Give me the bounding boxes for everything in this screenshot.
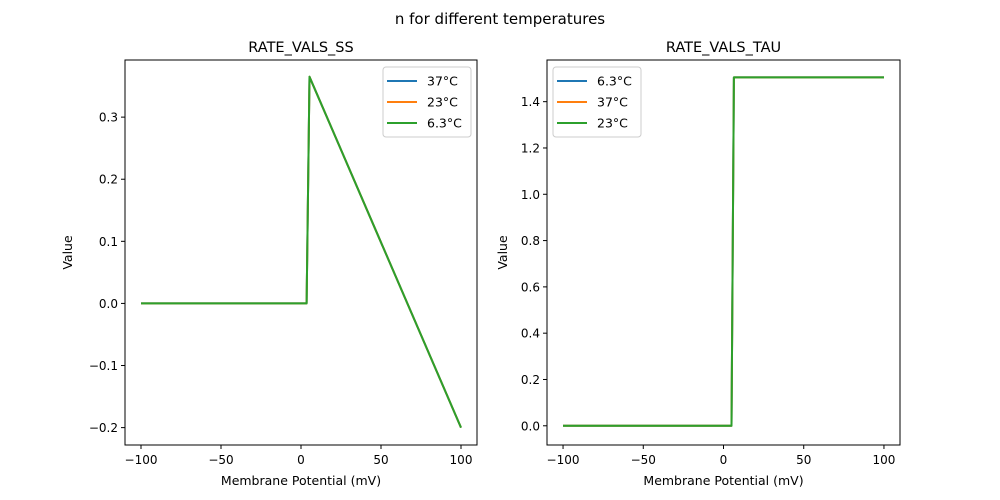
y-tick-label: 0.2: [521, 373, 540, 387]
x-tick-label: −50: [208, 453, 233, 467]
legend: 37°C 23°C 6.3°C: [382, 66, 472, 138]
legend: 6.3°C 37°C 23°C: [552, 66, 642, 138]
x-tick-label: 0: [720, 453, 728, 467]
subplot-title: RATE_VALS_TAU: [666, 40, 781, 56]
subplot-title: RATE_VALS_SS: [248, 40, 353, 56]
x-tick-label: −50: [631, 453, 656, 467]
x-tick-label: −100: [547, 453, 580, 467]
y-tick-label: 0.0: [521, 419, 540, 433]
y-axis-label: Value: [60, 235, 75, 270]
x-tick-label: 50: [373, 453, 388, 467]
y-tick-label: 0.6: [521, 280, 540, 294]
x-tick-label: 100: [873, 453, 896, 467]
y-tick-label: 0.1: [99, 235, 118, 249]
subplot-rate-vals-tau: RATE_VALS_TAU −100 −50 0 50 100 0.0 0.2 0.4 0.6 0.…: [495, 40, 901, 488]
y-tick-label: 1.4: [521, 95, 540, 109]
y-tick-label: 0.4: [521, 327, 540, 341]
legend-label: 6.3°C: [597, 74, 632, 89]
legend-label: 6.3°C: [427, 116, 462, 131]
x-axis-label: Membrane Potential (mV): [221, 473, 381, 488]
subplot-rate-vals-ss: RATE_VALS_SS −100 −50 0 50 100 −0.2 −0.1 0.0 0.1 0…: [60, 40, 478, 488]
y-tick-label: 0.0: [99, 297, 118, 311]
y-tick-label: −0.1: [89, 359, 118, 373]
x-tick-label: 0: [297, 453, 305, 467]
figure-suptitle: n for different temperatures: [395, 10, 605, 28]
legend-label: 23°C: [427, 95, 458, 110]
y-tick-label: 0.2: [99, 173, 118, 187]
y-tick-label: 1.0: [521, 188, 540, 202]
legend-label: 37°C: [597, 95, 628, 110]
x-axis-label: Membrane Potential (mV): [643, 473, 803, 488]
y-tick-label: −0.2: [89, 421, 118, 435]
y-axis-label: Value: [495, 235, 510, 270]
y-tick-label: 0.8: [521, 234, 540, 248]
series-line-2: [563, 76, 884, 427]
y-tick-label: 0.3: [99, 111, 118, 125]
y-tick-label: 1.2: [521, 141, 540, 155]
series-line-2: [141, 75, 462, 428]
x-tick-label: 50: [796, 453, 811, 467]
x-tick-label: 100: [450, 453, 473, 467]
x-tick-label: −100: [125, 453, 158, 467]
legend-label: 37°C: [427, 74, 458, 89]
legend-box: [552, 66, 642, 138]
legend-label: 23°C: [597, 116, 628, 131]
legend-box: [382, 66, 472, 138]
